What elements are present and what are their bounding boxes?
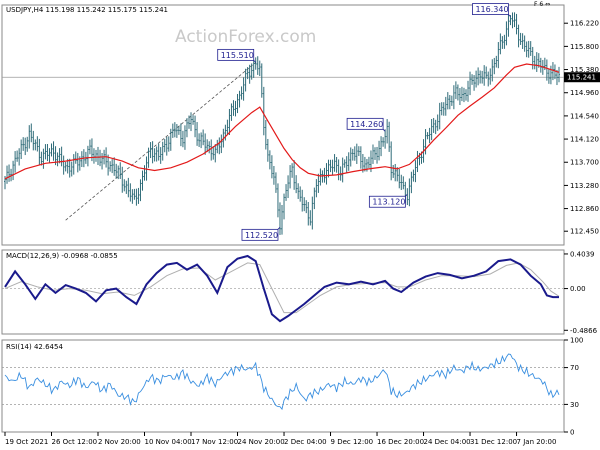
price-y-tick-label: 113.280	[570, 182, 599, 190]
annotation-label: 116.340	[475, 5, 508, 14]
price-y-tick-label: 112.450	[570, 228, 599, 236]
annotation-box	[368, 195, 406, 208]
annotation-label: 113.120	[372, 198, 405, 207]
macd-y-tick-label: -0.4866	[570, 327, 598, 335]
price-y-tick-label: 114.540	[570, 112, 599, 120]
price-y-tick-label: 113.700	[570, 159, 599, 167]
rsi-panel-frame	[1, 339, 565, 433]
current-price-tag-label: 115.241	[567, 74, 596, 82]
x-tick-label: 19 Oct 2021	[5, 438, 48, 446]
x-tick-label: 31 Dec 12:00	[470, 438, 517, 446]
x-tick-label: 24 Dec 04:00	[424, 438, 471, 446]
annotation-label: 114.260	[350, 120, 383, 129]
price-panel-header: USDJPY,H4 115.198 115.242 115.175 115.24…	[6, 6, 168, 14]
x-tick-label: 16 Dec 20:00	[377, 438, 424, 446]
x-tick-label: 2 Nov 20:00	[98, 438, 141, 446]
price-y-tick-label: 115.380	[570, 66, 599, 74]
annotation-label: 112.520	[245, 231, 278, 240]
rsi-y-tick-label: 100	[570, 337, 583, 345]
price-panel-frame	[1, 4, 565, 246]
annotation-box	[241, 228, 279, 241]
macd-line	[4, 254, 559, 323]
x-tick-label: 2 Dec 04:00	[284, 438, 327, 446]
x-tick-label: 17 Nov 12:00	[191, 438, 238, 446]
rsi-y-tick-label: 0	[570, 429, 574, 437]
annotation-box	[217, 48, 255, 61]
rsi-panel-header: RSI(14) 42.6454	[6, 343, 63, 351]
corner-text: F 6 ⇔	[534, 1, 550, 8]
current-price-tag	[564, 72, 600, 83]
annotation-box	[472, 3, 509, 15]
annotation-label: 115.510	[221, 51, 254, 60]
annotation-box	[346, 117, 384, 130]
rsi-y-tick-label: 30	[570, 401, 579, 409]
x-tick-label: 24 Nov 20:00	[238, 438, 285, 446]
moving-average-line	[4, 63, 560, 180]
trendline	[65, 62, 256, 221]
watermark: ActionForex.com	[175, 27, 316, 47]
macd-y-tick-label: 0.4039	[570, 250, 595, 258]
rsi-line	[4, 353, 560, 411]
price-y-tick-label: 116.220	[570, 20, 599, 28]
rsi-y-tick-label: 70	[570, 364, 579, 372]
x-tick-label: 26 Oct 12:00	[52, 438, 98, 446]
macd-signal-line	[4, 262, 560, 314]
price-y-tick-label: 112.860	[570, 205, 599, 213]
price-y-tick-label: 115.800	[570, 43, 599, 51]
macd-panel-frame	[1, 249, 565, 335]
x-tick-label: 10 Nov 04:00	[145, 438, 192, 446]
x-tick-label: 7 Jan 20:00	[517, 438, 557, 446]
macd-panel-header: MACD(12,26,9) -0.0968 -0.0855	[6, 252, 118, 260]
x-tick-label: 9 Dec 12:00	[331, 438, 374, 446]
macd-y-tick-label: 0.00	[570, 285, 586, 293]
price-y-tick-label: 114.960	[570, 89, 599, 97]
price-y-tick-label: 114.120	[570, 136, 599, 144]
